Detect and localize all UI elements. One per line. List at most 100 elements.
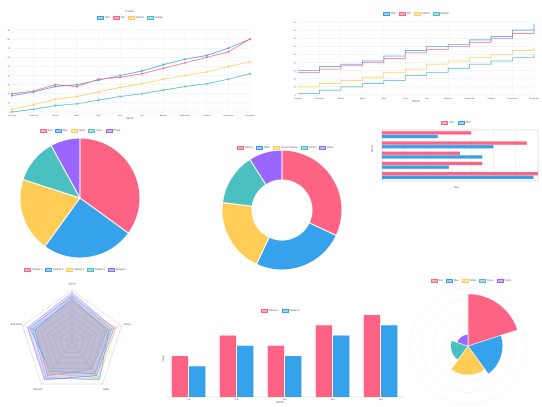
legend-item-yellow[interactable]: Yellow	[461, 279, 476, 283]
legend-swatch	[383, 12, 391, 16]
data-point-ios	[97, 78, 100, 81]
legend-item-android[interactable]: Android	[127, 16, 144, 20]
radar-spoke	[71, 341, 103, 385]
x-tick-label: April	[360, 97, 365, 100]
x-tick-label: July	[140, 115, 145, 117]
legend-item-red[interactable]: Red	[430, 279, 443, 283]
legend-swatch	[88, 129, 96, 133]
bar-2017-january	[382, 131, 472, 135]
series-line-ios	[11, 38, 251, 95]
legend-item-internet-explorer[interactable]: Internet Explorer	[272, 146, 298, 150]
line-chart-title: # Views	[125, 10, 135, 13]
legend-item-desktop[interactable]: Desktop	[146, 16, 163, 20]
data-point-desktop	[54, 104, 57, 107]
polar-grid-ring	[409, 287, 527, 405]
legend-item-red[interactable]: Red	[39, 129, 52, 133]
series-line-desktop	[11, 73, 251, 113]
doughnut-chart	[221, 149, 343, 271]
bar-dataset-2-may	[381, 325, 398, 397]
legend-item-ios[interactable]: iOS	[398, 12, 411, 16]
legend-item-green[interactable]: Green	[88, 129, 103, 133]
horizontal-bar-chart-legend[interactable]: 2017 2018	[370, 121, 542, 125]
x-tick-label: February	[315, 97, 325, 100]
data-point-web	[183, 58, 187, 61]
doughnut-chart-legend[interactable]: Chrome Safari Internet Explorer Firefox Oper…	[200, 146, 370, 150]
stepped-line-chart: 0 10 20 30 40 50 60 70 80 90 January February March A…	[294, 22, 540, 100]
bar-dataset-2-apr	[333, 335, 350, 397]
legend-item-purple[interactable]: Purple	[496, 279, 511, 283]
data-point-web	[162, 63, 165, 66]
legend-item-firefox[interactable]: Firefox	[300, 146, 316, 150]
legend-item-dataset-2[interactable]: Dataset 2	[281, 309, 299, 313]
radar-spoke	[22, 325, 73, 343]
legend-item-opera[interactable]: Opera	[318, 146, 333, 150]
pie-chart-legend[interactable]: Red Blue Yellow Green Purple	[0, 129, 160, 133]
legend-item-dataset-1[interactable]: Dataset 1	[24, 268, 42, 272]
legend-label: Blue	[454, 280, 459, 282]
legend-swatch	[24, 268, 32, 272]
radar-chart-legend[interactable]: Dataset 1 Dataset 2 Dataset 3 Dataset 4 Data…	[0, 268, 150, 272]
legend-item-yellow[interactable]: Yellow	[70, 129, 86, 133]
y-tick-label: 30	[294, 70, 297, 72]
data-point-ios	[75, 85, 79, 88]
legend-swatch	[45, 268, 53, 272]
stepped-line-chart-legend[interactable]: Web iOS Android Desktop	[290, 12, 542, 16]
legend-swatch	[86, 268, 94, 272]
series-line-ios	[298, 28, 535, 73]
legend-label: iOS	[120, 17, 125, 19]
legend-item-dataset-4[interactable]: Dataset 4	[86, 268, 105, 272]
legend-item-2018[interactable]: 2018	[457, 121, 471, 125]
polar-area-chart	[409, 287, 527, 405]
y-tick-label: 40	[294, 62, 297, 64]
legend-item-2017[interactable]: 2017	[441, 121, 455, 125]
legend-swatch	[398, 12, 406, 16]
data-point-ios	[162, 67, 165, 70]
bar-2018-february	[382, 145, 494, 149]
legend-item-dataset-1[interactable]: Dataset 1	[260, 309, 279, 313]
legend-item-blue[interactable]: Blue	[446, 279, 459, 283]
x-tick-label: June	[403, 98, 409, 100]
data-point-android	[140, 82, 143, 85]
data-point-ios	[119, 76, 122, 79]
legend-swatch	[107, 268, 115, 272]
legend-item-safari[interactable]: Safari	[255, 146, 270, 150]
data-point-android	[183, 74, 187, 77]
legend-label: Yellow	[78, 130, 86, 132]
legend-item-blue[interactable]: Blue	[55, 129, 68, 133]
legend-item-ios[interactable]: iOS	[112, 16, 125, 20]
x-tick-label: December	[529, 97, 539, 100]
legend-label: Safari	[263, 147, 270, 149]
radar-chart-panel: Dataset 1 Dataset 2 Dataset 3 Dataset 4 Data…	[0, 262, 150, 407]
bar-dataset-2-jan	[189, 366, 206, 397]
bar-2017-april	[382, 161, 483, 166]
legend-item-dataset-2[interactable]: Dataset 2	[45, 268, 63, 272]
radar-series-dataset-3	[37, 302, 117, 379]
y-tick-label: 0	[295, 95, 297, 97]
vertical-bar-chart-legend[interactable]: Dataset 1 Dataset 2	[150, 309, 410, 313]
legend-item-android[interactable]: Android	[413, 12, 430, 16]
legend-item-dataset-3[interactable]: Dataset 3	[66, 268, 84, 272]
legend-item-green[interactable]: Green	[479, 279, 494, 283]
legend-item-dataset-5[interactable]: Dataset 5	[107, 268, 126, 272]
slice-blue	[44, 197, 130, 259]
slice-safari	[255, 222, 337, 271]
legend-item-purple[interactable]: Purple	[105, 129, 120, 133]
legend-swatch	[413, 12, 421, 16]
x-tick-label: August	[160, 114, 167, 117]
x-tick-label: August	[445, 97, 452, 100]
horizontal-bar-chart-panel: 2017 2018 Year Month	[370, 118, 542, 198]
polar-area-chart-legend[interactable]: Red Blue Yellow Green Purple	[400, 279, 542, 283]
legend-swatch	[55, 129, 62, 133]
line-chart-legend[interactable]: Web iOS Android Desktop	[0, 16, 260, 20]
legend-item-web[interactable]: Web	[97, 16, 110, 20]
legend-item-chrome[interactable]: Chrome	[236, 146, 253, 150]
x-tick-label: May	[379, 399, 384, 401]
legend-swatch	[457, 121, 465, 125]
data-point-web	[119, 74, 122, 77]
legend-item-desktop[interactable]: Desktop	[432, 12, 449, 16]
axis-label-speed: Speed	[69, 283, 77, 286]
legend-item-web[interactable]: Web	[383, 12, 396, 16]
y-tick-label: 80	[294, 30, 297, 32]
y-tick-label: 50	[8, 66, 11, 68]
data-point-desktop	[183, 85, 187, 88]
